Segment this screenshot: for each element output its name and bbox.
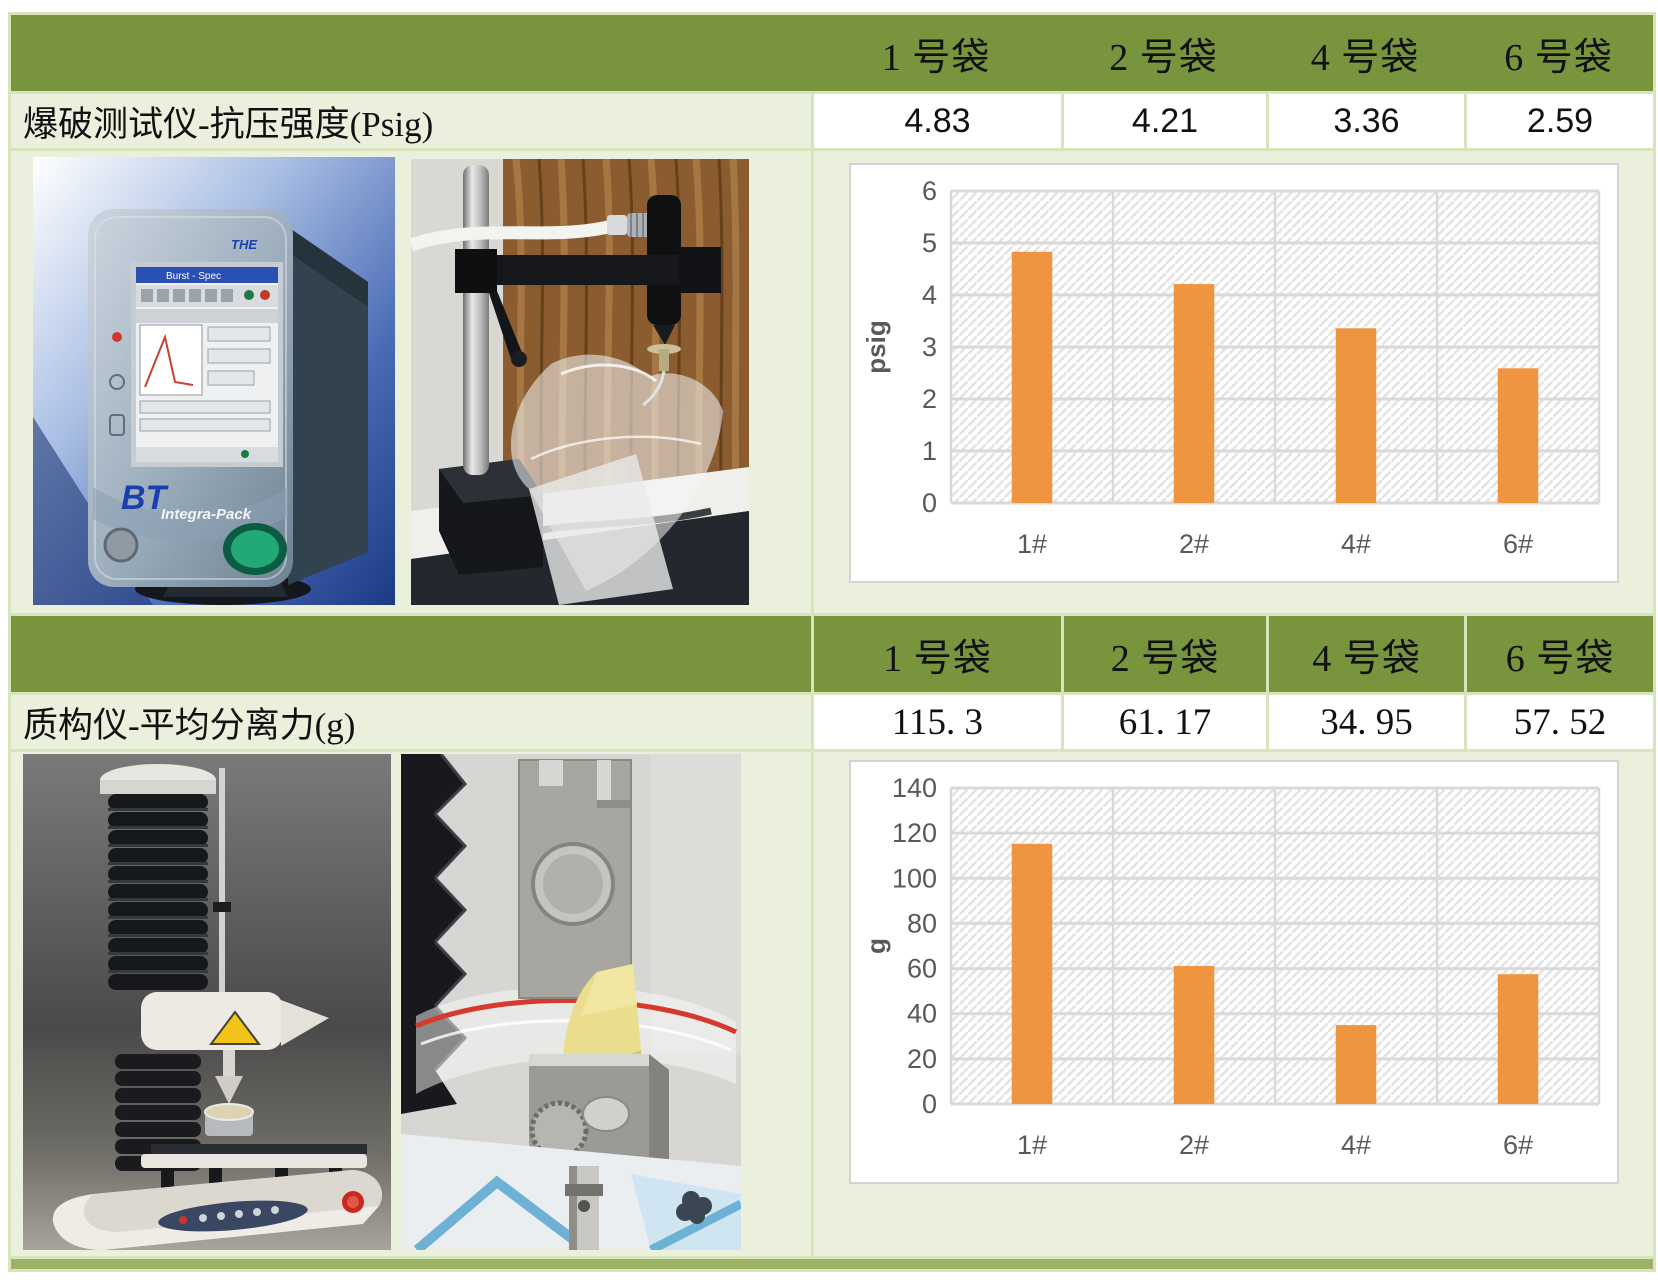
header-bag-2: 2 号袋 xyxy=(1064,616,1266,692)
svg-text:0: 0 xyxy=(921,488,936,518)
svg-text:20: 20 xyxy=(906,1044,936,1074)
burst-photos-cell: THE Burst - Spec xyxy=(11,151,811,613)
svg-text:4#: 4# xyxy=(1340,1130,1370,1160)
svg-text:120: 120 xyxy=(891,818,936,848)
svg-text:6#: 6# xyxy=(1502,529,1532,559)
svg-text:psig: psig xyxy=(861,320,891,373)
svg-text:1: 1 xyxy=(921,436,936,466)
burst-value-bag4: 3.36 xyxy=(1269,94,1464,148)
svg-text:g: g xyxy=(861,938,891,954)
svg-text:6#: 6# xyxy=(1502,1130,1532,1160)
burst-value-bag6: 2.59 xyxy=(1467,94,1653,148)
value-row-texture: 质构仪-平均分离力(g) 115. 3 61. 17 34. 95 57. 52 xyxy=(11,695,1653,749)
photo-grip-closeup xyxy=(401,754,741,1250)
row-label-separation-force: 质构仪-平均分离力(g) xyxy=(11,695,811,749)
svg-text:100: 100 xyxy=(891,863,936,893)
photo-burst-tester-device: THE Burst - Spec xyxy=(33,157,395,605)
svg-text:4: 4 xyxy=(921,280,936,310)
svg-text:40: 40 xyxy=(906,999,936,1029)
value-row-burst: 爆破测试仪-抗压强度(Psig) 4.83 4.21 3.36 2.59 xyxy=(11,94,1653,148)
svg-text:THE: THE xyxy=(231,237,257,252)
content-row-burst: THE Burst - Spec xyxy=(11,151,1653,613)
force-value-bag1: 115. 3 xyxy=(814,695,1061,749)
svg-text:6: 6 xyxy=(921,176,936,206)
bar-chart-grams: 0 20 40 60 80 100 120 140 1# 2# 4# 6# g xyxy=(848,760,1619,1184)
svg-text:2#: 2# xyxy=(1178,1130,1208,1160)
header-bag-6: 6 号袋 xyxy=(1467,616,1653,692)
header-row-burst: 1 号袋 2 号袋 4 号袋 6 号袋 xyxy=(11,15,1653,91)
svg-text:80: 80 xyxy=(906,908,936,938)
header-spacer xyxy=(11,616,811,692)
header-bag-4: 4 号袋 xyxy=(1269,616,1464,692)
svg-text:3: 3 xyxy=(921,332,936,362)
svg-text:60: 60 xyxy=(906,954,936,984)
texture-chart-cell: 0 20 40 60 80 100 120 140 1# 2# 4# 6# g xyxy=(814,752,1653,1256)
bar-chart-psig: 0 1 2 3 4 5 6 1# 2# 4# 6# psig xyxy=(848,163,1619,583)
force-value-bag6: 57. 52 xyxy=(1467,695,1653,749)
burst-value-bag1: 4.83 xyxy=(814,94,1061,148)
header-bag-6: 6 号袋 xyxy=(1464,15,1653,91)
svg-text:5: 5 xyxy=(921,228,936,258)
svg-text:2#: 2# xyxy=(1178,529,1208,559)
results-table: 1 号袋 2 号袋 4 号袋 6 号袋 爆破测试仪-抗压强度(Psig) 4.8… xyxy=(8,12,1656,1272)
bottom-green-bar xyxy=(11,1259,1653,1269)
header-bag-2: 2 号袋 xyxy=(1061,15,1266,91)
force-value-bag4: 34. 95 xyxy=(1269,695,1464,749)
header-bag-1: 1 号袋 xyxy=(811,15,1061,91)
svg-text:140: 140 xyxy=(891,773,936,803)
svg-text:4#: 4# xyxy=(1340,529,1370,559)
photo-texture-analyzer xyxy=(23,754,391,1250)
header-spacer xyxy=(11,15,811,91)
svg-text:Burst - Spec: Burst - Spec xyxy=(166,271,221,282)
burst-chart-cell: 0 1 2 3 4 5 6 1# 2# 4# 6# psig xyxy=(814,151,1653,613)
svg-text:BT: BT xyxy=(121,479,170,517)
svg-text:0: 0 xyxy=(921,1089,936,1119)
content-row-texture: 0 20 40 60 80 100 120 140 1# 2# 4# 6# g xyxy=(11,752,1653,1256)
row-label-burst-strength: 爆破测试仪-抗压强度(Psig) xyxy=(11,94,811,148)
svg-text:2: 2 xyxy=(921,384,936,414)
svg-text:1#: 1# xyxy=(1016,529,1046,559)
photo-burst-test-stand xyxy=(411,159,749,605)
texture-photos-cell xyxy=(11,752,811,1256)
svg-text:1#: 1# xyxy=(1016,1130,1046,1160)
burst-value-bag2: 4.21 xyxy=(1064,94,1266,148)
header-bag-1: 1 号袋 xyxy=(814,616,1061,692)
svg-text:Integra-Pack: Integra-Pack xyxy=(161,506,252,523)
header-row-texture: 1 号袋 2 号袋 4 号袋 6 号袋 xyxy=(11,616,1653,692)
force-value-bag2: 61. 17 xyxy=(1064,695,1266,749)
header-bag-4: 4 号袋 xyxy=(1266,15,1464,91)
